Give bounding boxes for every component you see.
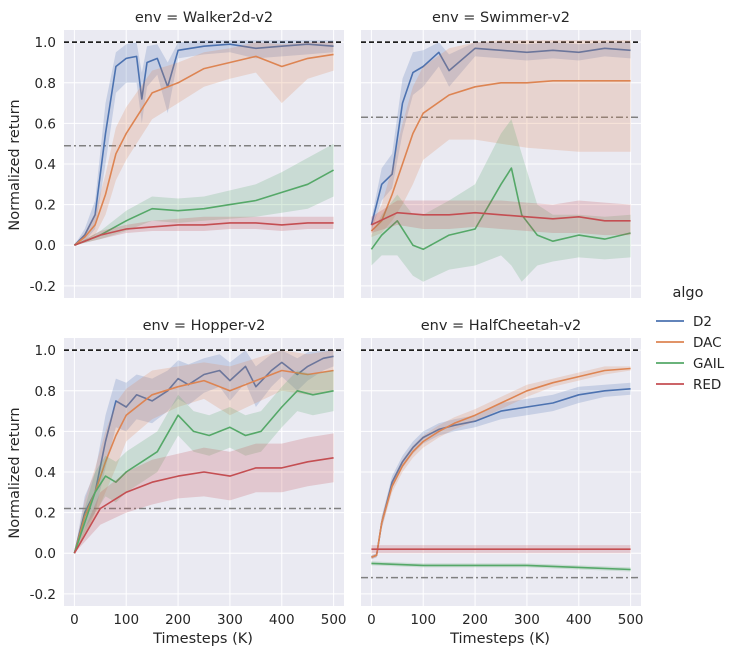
y-tick-label: 1.0 — [35, 343, 56, 359]
x-tick-label: 300 — [217, 612, 243, 628]
x-axis-label-right: Timesteps (K) — [449, 631, 550, 647]
band-dac — [371, 40, 631, 238]
band-d2 — [74, 40, 334, 246]
legend-label-dac: DAC — [693, 335, 722, 351]
band-gail — [74, 143, 334, 246]
line-d2 — [73, 355, 334, 554]
line-gail — [73, 389, 334, 554]
line-gail — [74, 169, 334, 246]
y-axis-label-bottom: Normalized return — [7, 407, 23, 538]
x-tick-label: 500 — [321, 612, 347, 628]
band-gail — [371, 119, 631, 282]
x-tick-label: 0 — [70, 612, 79, 628]
legend-label-red: RED — [693, 377, 721, 393]
line-red — [371, 211, 631, 226]
legend: algo D2 DAC GAIL RED — [656, 285, 725, 393]
x-tick-label: 200 — [462, 612, 488, 628]
x-tick-label: 400 — [269, 612, 295, 628]
line-dac — [73, 53, 334, 246]
line-dac — [370, 80, 631, 232]
panel-3: env = HalfCheetah-v2 0 100 200 300 400 500 — [361, 318, 644, 628]
panel-title: env = Swimmer-v2 — [432, 10, 570, 26]
line-d2 — [370, 47, 631, 226]
y-tick-label: 0.8 — [35, 384, 56, 400]
band-red — [371, 200, 631, 236]
band-dac — [74, 42, 334, 246]
line-dac — [73, 369, 334, 554]
y-tick-label: 0.4 — [35, 157, 56, 173]
x-tick-label: 500 — [618, 612, 644, 628]
y-tick-label: 0.8 — [35, 76, 56, 92]
panel-2: env = Hopper-v2 -0.2 0.0 0.2 0.4 0.6 0.8 1.0 0 10… — [30, 318, 347, 628]
panel-0: env = Walker2d-v2 -0.2 0.0 0.2 0.4 0.6 0.8 1.0 — [30, 10, 344, 298]
panel-1: env = Swimmer-v2 — [361, 10, 641, 298]
x-tick-label: 200 — [165, 612, 191, 628]
y-tick-label: 0.2 — [35, 506, 56, 522]
band-gail — [371, 561, 631, 572]
line-d2 — [73, 43, 334, 246]
line-dac — [371, 367, 631, 559]
y-tick-label: 0.6 — [35, 424, 56, 440]
x-tick-label: 100 — [410, 612, 436, 628]
panel-title: env = Walker2d-v2 — [135, 10, 273, 26]
y-tick-label: -0.2 — [30, 279, 56, 295]
x-tick-label: 300 — [514, 612, 540, 628]
y-tick-label: 0.2 — [35, 198, 56, 214]
legend-label-gail: GAIL — [693, 356, 725, 372]
legend-title: algo — [673, 285, 704, 301]
panel-title: env = Hopper-v2 — [143, 318, 266, 334]
y-tick-label: 0.4 — [35, 465, 56, 481]
x-tick-label: 400 — [566, 612, 592, 628]
line-gail — [371, 562, 631, 571]
facet-grid: env = Walker2d-v2-0.20.00.20.40.60.81.0e… — [30, 10, 644, 628]
band-dac — [74, 350, 334, 554]
band-d2 — [371, 382, 631, 560]
y-axis-label-top: Normalized return — [7, 99, 23, 230]
y-tick-label: -0.2 — [30, 587, 56, 603]
line-red — [74, 222, 334, 246]
line-red — [73, 457, 334, 554]
panel-title: env = HalfCheetah-v2 — [421, 318, 582, 334]
y-tick-label: 0.0 — [35, 238, 56, 254]
band-red — [74, 433, 334, 554]
band-gail — [74, 370, 334, 554]
legend-label-d2: D2 — [693, 314, 712, 330]
line-gail — [370, 167, 631, 251]
x-tick-label: 0 — [367, 612, 376, 628]
y-tick-label: 0.6 — [35, 116, 56, 132]
band-dac — [371, 366, 631, 560]
x-tick-label: 100 — [113, 612, 139, 628]
x-axis-label-left: Timesteps (K) — [152, 631, 253, 647]
y-tick-label: 0.0 — [35, 546, 56, 562]
y-tick-label: 1.0 — [35, 35, 56, 51]
band-d2 — [74, 350, 334, 554]
